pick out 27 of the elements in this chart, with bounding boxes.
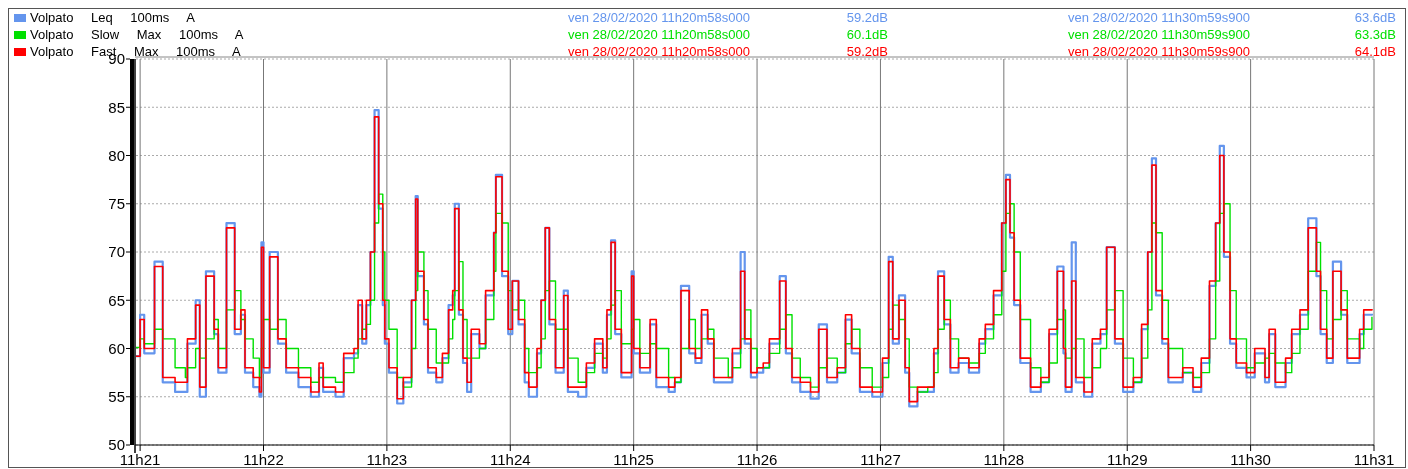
x-tick-label: 11h22 xyxy=(243,451,284,468)
y-tick-label: 70 xyxy=(108,243,125,261)
legend-label: Volpato Slow Max 100ms A xyxy=(30,27,244,42)
x-tick-label: 11h27 xyxy=(860,451,901,468)
x-tick-label: 11h25 xyxy=(613,451,654,468)
y-tick-label: 75 xyxy=(108,195,125,212)
text: ven 28/02/2020 11h30m59s900 63.6dB xyxy=(1068,10,1396,25)
y-tick-label: 55 xyxy=(108,388,125,405)
y-tick-label: 50 xyxy=(108,436,125,454)
text: ven 28/02/2020 11h20m58s000 60.1dB xyxy=(568,27,888,42)
legend-label: Volpato Leq 100ms A xyxy=(30,10,196,25)
x-tick-label: 11h31 xyxy=(1353,451,1395,468)
y-tick-label: 60 xyxy=(108,339,125,357)
y-tick-label: 85 xyxy=(108,98,125,116)
x-tick-label: 11h29 xyxy=(1106,451,1148,468)
y-tick-label: 65 xyxy=(108,291,125,309)
text: ven 28/02/2020 11h30m59s900 64.1dB xyxy=(1068,44,1396,59)
y-tick-label: 80 xyxy=(108,146,125,164)
x-tick-label: 11h30 xyxy=(1230,451,1271,468)
text: ven 28/02/2020 11h20m58s000 59.2dB xyxy=(568,44,888,59)
x-tick-label: 11h28 xyxy=(983,451,1025,468)
x-tick-label: 11h21 xyxy=(119,451,161,468)
text: ven 28/02/2020 11h30m59s900 63.3dB xyxy=(1068,27,1396,42)
x-tick-label: 11h23 xyxy=(366,451,408,468)
text: ven 28/02/2020 11h20m58s000 59.2dB xyxy=(568,10,888,25)
x-tick-label: 11h26 xyxy=(736,451,778,468)
x-tick-label: 11h24 xyxy=(489,451,531,468)
